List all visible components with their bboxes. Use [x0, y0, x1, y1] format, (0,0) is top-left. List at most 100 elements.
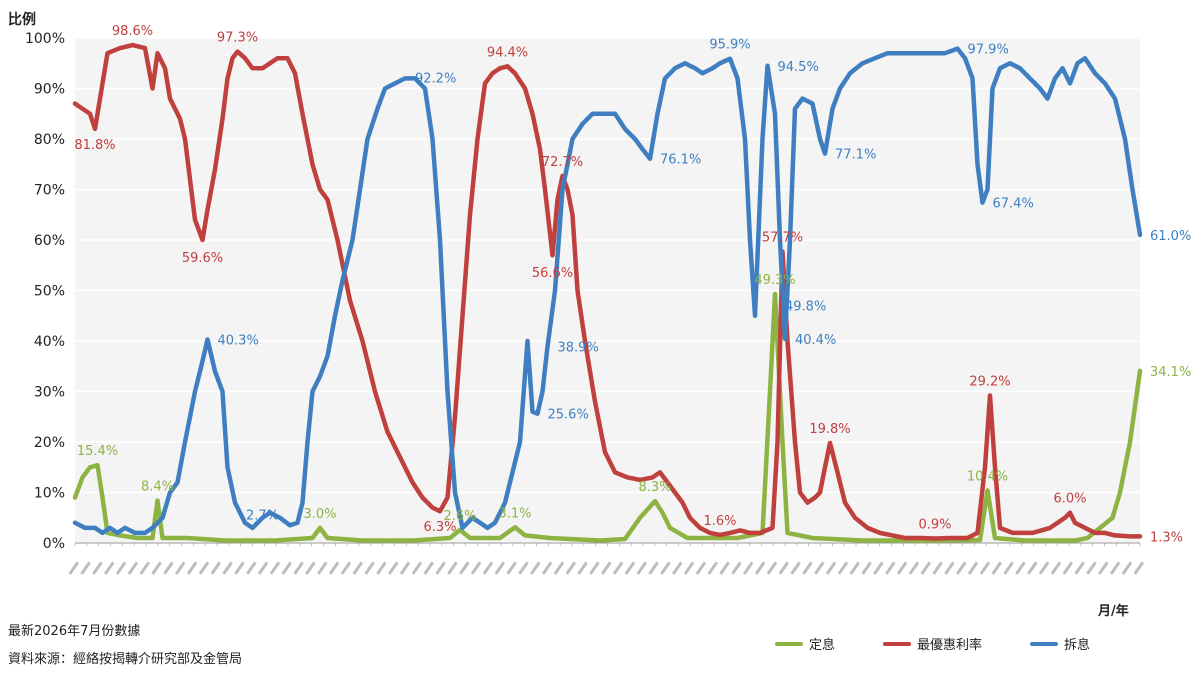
legend-label: 最優惠利率: [917, 638, 983, 653]
x-tick-mark: [352, 561, 364, 575]
x-tick-mark: [423, 561, 435, 575]
x-tick-mark: [719, 561, 730, 575]
data-label: 8.4%: [141, 480, 174, 495]
data-label: 25.6%: [548, 408, 589, 423]
x-tick-mark: [565, 561, 577, 575]
x-tick-mark: [1038, 561, 1050, 575]
x-tick-mark: [1121, 561, 1133, 575]
y-tick-label: 50%: [34, 284, 65, 300]
x-tick-mark: [814, 561, 825, 575]
data-label: 2.6%: [443, 509, 476, 524]
data-label: 98.6%: [112, 24, 153, 39]
x-tick-mark: [127, 561, 139, 575]
x-tick-mark: [257, 561, 269, 575]
x-tick-mark: [281, 561, 293, 575]
data-label: 59.6%: [182, 251, 223, 266]
x-tick-mark: [151, 561, 162, 575]
x-tick-mark: [482, 561, 494, 575]
x-tick-mark: [707, 561, 719, 575]
x-tick-mark: [1027, 561, 1038, 575]
data-label: 8.3%: [638, 480, 671, 495]
y-tick-label: 100%: [25, 31, 65, 47]
x-tick-mark: [399, 561, 411, 575]
source-note: 資料來源：經絡按揭轉介研究部及金管局: [8, 652, 243, 667]
x-tick-mark: [92, 561, 103, 575]
x-tick-mark: [577, 561, 588, 575]
data-label: 3.0%: [303, 507, 336, 522]
series-lines: [72, 42, 1143, 543]
x-tick-mark: [790, 561, 801, 575]
x-tick-mark: [1050, 561, 1062, 575]
x-tick-mark: [411, 561, 423, 575]
data-label: 81.8%: [74, 138, 115, 153]
x-tick-mark: [553, 561, 565, 575]
x-tick-mark: [305, 561, 316, 575]
series-line-定息: [72, 291, 1143, 543]
x-tick-mark: [967, 561, 979, 575]
x-tick-mark: [506, 561, 517, 575]
x-tick-mark: [293, 561, 304, 575]
x-tick-mark: [636, 561, 648, 575]
legend-label: 拆息: [1064, 638, 1091, 653]
x-tick-mark: [1074, 561, 1085, 575]
x-tick-mark: [589, 561, 600, 575]
x-tick-mark: [234, 561, 245, 575]
data-label: 2.7%: [246, 508, 279, 523]
data-label: 6.0%: [1053, 492, 1086, 507]
data-label: 1.3%: [1150, 530, 1183, 545]
data-label: 94.4%: [487, 45, 528, 60]
legend-swatch: [883, 641, 912, 646]
data-label: 38.9%: [558, 341, 599, 356]
x-tick-mark: [1015, 561, 1026, 575]
x-tick-mark: [896, 561, 908, 575]
y-axis: 0% 10% 20% 30% 40% 50% 60% 70% 80% 90% 100%: [25, 31, 65, 552]
x-tick-mark: [1086, 561, 1097, 575]
x-tick-mark: [494, 561, 506, 575]
legend-item-prime: 最優惠利率: [883, 634, 982, 653]
data-label: 76.1%: [660, 153, 701, 168]
x-tick-mark: [766, 561, 778, 575]
data-label: 92.2%: [415, 71, 456, 86]
data-label: 19.8%: [809, 422, 850, 437]
x-tick-mark: [115, 561, 127, 575]
x-tick-mark: [932, 561, 943, 575]
x-tick-mark: [825, 561, 837, 575]
data-label: 34.1%: [1150, 365, 1191, 380]
x-tick-mark: [530, 561, 541, 575]
x-tick-mark: [210, 561, 222, 575]
x-tick-mark: [920, 561, 932, 575]
series-line-拆息: [72, 46, 1143, 536]
x-tick-mark: [388, 561, 399, 575]
x-tick-mark: [731, 561, 742, 575]
data-label: 61.0%: [1150, 229, 1191, 244]
x-tick-mark: [991, 561, 1003, 575]
y-tick-label: 90%: [34, 82, 65, 98]
data-labels: 98.6% 81.8% 97.3% 59.6% 6.3% 94.4% 72.7% 56.6% 1…: [74, 24, 1191, 545]
y-tick-label: 0%: [43, 536, 65, 552]
x-tick-mark: [435, 561, 446, 575]
x-tick-mark: [364, 561, 375, 575]
legend-item-fixed: 定息: [775, 634, 835, 653]
x-tick-mark: [778, 561, 790, 575]
x-tick-mark: [328, 561, 340, 575]
x-tick-mark: [683, 561, 695, 575]
x-tick-mark: [979, 561, 991, 575]
data-date-note: 最新2026年7月份數據: [8, 624, 141, 639]
x-axis-title: 月/年: [1098, 604, 1129, 619]
x-tick-mark: [518, 561, 529, 575]
x-tick-mark: [802, 561, 813, 575]
data-label: 56.6%: [532, 266, 573, 281]
data-label: 29.2%: [969, 375, 1010, 390]
y-tick-label: 40%: [34, 334, 65, 350]
x-tick-mark: [163, 561, 174, 575]
x-tick-mark: [317, 561, 328, 575]
x-tick-mark: [186, 561, 198, 575]
y-tick-label: 60%: [34, 233, 65, 249]
x-tick-mark: [104, 561, 115, 575]
x-tick-mark: [1098, 561, 1109, 575]
x-tick-mark: [1062, 561, 1074, 575]
data-label: 97.3%: [217, 31, 258, 46]
data-label: 10.4%: [967, 469, 1008, 484]
data-label: 95.9%: [709, 38, 750, 53]
